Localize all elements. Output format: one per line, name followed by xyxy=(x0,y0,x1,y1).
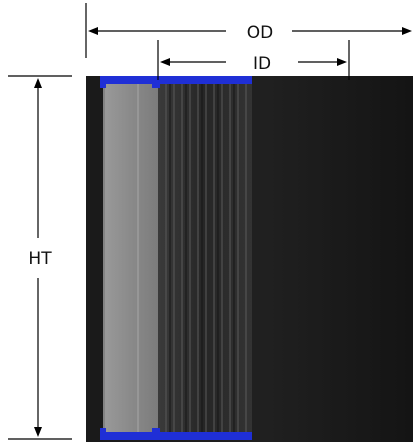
id-label: ID xyxy=(253,54,271,74)
bottom-end-cap xyxy=(100,428,252,440)
od-dimension-arrow xyxy=(88,27,412,35)
top-end-cap xyxy=(100,76,252,88)
od-label: OD xyxy=(247,23,273,43)
pleated-media xyxy=(158,80,252,436)
ht-dimension-arrow xyxy=(34,78,42,437)
ht-label: HT xyxy=(28,249,52,269)
id-dimension-arrow xyxy=(160,58,347,66)
inner-core xyxy=(103,82,158,434)
